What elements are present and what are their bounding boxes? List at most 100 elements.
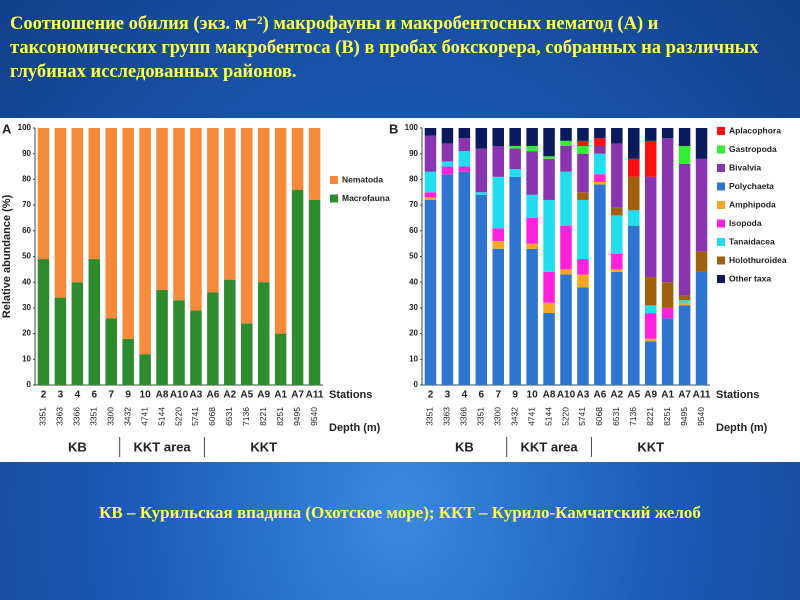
x-tick-label: 4: [462, 390, 468, 401]
bar-segment: [577, 259, 589, 275]
bar-segment: [54, 297, 67, 385]
depth-label: 5220: [173, 407, 183, 426]
bar-segment: [441, 161, 454, 167]
x-axis-label: Stations: [329, 389, 372, 401]
depth-label: 6531: [224, 407, 234, 426]
depth-label: 5144: [543, 407, 553, 426]
x-tick-label: 10: [527, 390, 539, 401]
bar-segment: [577, 128, 589, 141]
bar-segment: [695, 128, 708, 159]
x-tick-label: A7: [678, 390, 691, 401]
depth-label: 7136: [628, 407, 638, 426]
depth-axis-label: Depth (m): [329, 422, 381, 434]
bar-segment: [661, 128, 674, 139]
bar-segment: [308, 128, 321, 200]
bar-segment: [543, 156, 555, 159]
x-tick-label: 9: [125, 390, 131, 401]
bar-segment: [594, 145, 606, 154]
x-tick-label: A6: [206, 390, 219, 401]
depth-label: 3300: [492, 407, 502, 426]
bar-segment: [644, 313, 657, 339]
bar-segment: [475, 192, 488, 195]
y-tick-label: 90: [22, 149, 31, 158]
bar-segment: [156, 289, 168, 385]
depth-label: 6068: [207, 407, 217, 426]
bar-segment: [644, 338, 657, 342]
bar-segment: [560, 274, 572, 385]
bar-segment: [560, 269, 572, 275]
x-tick-label: A3: [190, 390, 203, 401]
x-tick-label: A8: [543, 390, 556, 401]
bar-segment: [492, 176, 504, 229]
bar-segment: [611, 207, 623, 216]
depth-label: 3351: [476, 407, 486, 426]
depth-label: 3351: [425, 407, 435, 426]
bar-segment: [173, 128, 185, 301]
bar-segment: [526, 145, 538, 152]
panel-label: A: [2, 121, 12, 136]
x-tick-label: A11: [693, 390, 711, 401]
legend-swatch: [717, 256, 725, 265]
y-axis-label: Relative abundance (%): [1, 194, 13, 318]
bar-segment: [458, 128, 471, 139]
bar-segment: [678, 145, 691, 164]
bar-segment: [594, 174, 606, 182]
x-tick-label: A10: [170, 390, 189, 401]
depth-label: 5741: [577, 407, 587, 426]
y-tick-label: 20: [409, 329, 418, 338]
bar-segment: [560, 128, 572, 141]
y-tick-label: 30: [22, 303, 31, 312]
bar-segment: [526, 243, 538, 249]
legend-label: Polychaeta: [729, 181, 774, 191]
depth-label: 5741: [190, 407, 200, 426]
bar-segment: [224, 279, 236, 385]
depth-label: 3366: [459, 407, 469, 426]
y-tick-label: 50: [22, 252, 31, 261]
legend-label: Nematoda: [342, 174, 383, 184]
depth-label: 3351: [38, 407, 48, 426]
bar-segment: [105, 318, 117, 385]
x-tick-label: 2: [428, 390, 434, 401]
legend-label: Bivalvia: [729, 162, 761, 172]
bar-segment: [308, 199, 321, 385]
bar-segment: [644, 128, 657, 141]
y-tick-label: 100: [405, 123, 419, 132]
bar-segment: [577, 274, 589, 288]
y-tick-label: 100: [18, 123, 32, 132]
group-label: KKT area: [521, 439, 579, 454]
bar-segment: [441, 143, 454, 162]
legend-swatch: [330, 176, 338, 184]
x-tick-label: A2: [223, 390, 236, 401]
bar-segment: [190, 128, 202, 311]
bar-segment: [644, 305, 657, 314]
bar-segment: [678, 295, 691, 301]
depth-label: 4741: [526, 407, 536, 426]
depth-label: 3300: [105, 407, 115, 426]
bar-segment: [88, 259, 101, 385]
bar-segment: [71, 282, 84, 385]
bar-segment: [291, 128, 304, 190]
y-tick-label: 10: [409, 354, 418, 363]
bar-segment: [594, 138, 606, 146]
bar-segment: [37, 128, 50, 260]
group-label: KKT area: [134, 439, 192, 454]
legend-swatch: [717, 145, 725, 154]
bar-segment: [644, 176, 657, 278]
x-axis-label: Stations: [716, 389, 759, 401]
bar-segment: [274, 333, 287, 385]
legend-swatch: [717, 238, 725, 246]
bar-segment: [122, 128, 134, 339]
bar-segment: [54, 128, 67, 298]
legend-swatch: [717, 164, 725, 172]
x-tick-label: 7: [495, 390, 501, 401]
group-label: KKT: [250, 439, 277, 454]
bar-segment: [628, 158, 640, 177]
x-tick-label: A8: [156, 390, 169, 401]
bar-segment: [661, 318, 674, 385]
depth-label: 3363: [55, 407, 65, 426]
bar-segment: [509, 176, 521, 385]
x-tick-label: 10: [140, 390, 152, 401]
bar-segment: [241, 128, 253, 324]
bar-segment: [628, 210, 640, 226]
